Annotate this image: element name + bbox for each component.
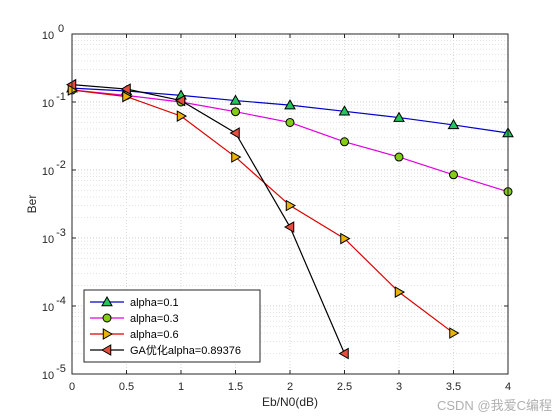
legend-entry: alpha=0.1 bbox=[90, 295, 179, 309]
series-lines bbox=[65, 78, 514, 360]
y-tick-exponent: -4 bbox=[56, 295, 66, 307]
data-point bbox=[340, 137, 349, 147]
data-point bbox=[120, 83, 131, 95]
data-point bbox=[393, 111, 405, 122]
data-point bbox=[338, 347, 349, 360]
data-point bbox=[231, 107, 240, 117]
x-tick-label: 4 bbox=[505, 381, 511, 393]
data-point bbox=[394, 152, 404, 162]
series-3 bbox=[67, 84, 460, 339]
data-point bbox=[338, 105, 351, 116]
data-point bbox=[340, 232, 351, 245]
x-tick-label: 0.5 bbox=[119, 381, 134, 393]
legend-entry: alpha=0.3 bbox=[90, 313, 179, 325]
legend-label: alpha=0.1 bbox=[130, 297, 179, 309]
data-point bbox=[229, 94, 242, 105]
data-point bbox=[100, 344, 112, 356]
data-point bbox=[102, 313, 112, 323]
data-point bbox=[284, 99, 296, 110]
x-tick-label: 2 bbox=[287, 381, 293, 393]
y-tick-label: 10 bbox=[42, 234, 54, 246]
y-tick-label: 10 bbox=[42, 30, 54, 42]
y-tick-exponent: -5 bbox=[56, 363, 66, 375]
x-tick-label: 3.5 bbox=[446, 381, 461, 393]
data-point bbox=[231, 151, 242, 163]
series-line bbox=[71, 89, 454, 334]
data-point bbox=[285, 199, 297, 212]
data-point bbox=[101, 295, 113, 307]
x-tick-label: 0 bbox=[69, 381, 75, 393]
x-tick-label: 3 bbox=[396, 381, 402, 393]
y-tick-label: 10 bbox=[42, 302, 54, 314]
data-point bbox=[176, 110, 188, 122]
legend-entry: GA优化alpha=0.89376 bbox=[90, 343, 241, 357]
y-tick-exponent: -1 bbox=[56, 91, 66, 103]
legend-label: GA优化alpha=0.89376 bbox=[130, 343, 241, 357]
data-point bbox=[449, 327, 460, 339]
x-axis-label: Eb/N0(dB) bbox=[262, 395, 318, 409]
data-point bbox=[285, 117, 295, 127]
series-4 bbox=[65, 78, 349, 360]
x-tick-label: 1.5 bbox=[228, 381, 243, 393]
y-tick-exponent: -3 bbox=[56, 227, 66, 239]
data-point bbox=[65, 78, 77, 91]
data-point bbox=[229, 127, 240, 139]
data-point bbox=[122, 90, 133, 103]
data-point bbox=[449, 170, 458, 180]
data-point bbox=[394, 286, 406, 298]
watermark: CSDN @我爱C编程 bbox=[437, 398, 552, 413]
legend-label: alpha=0.6 bbox=[130, 329, 179, 341]
y-tick-label: 10 bbox=[42, 370, 54, 382]
legend: alpha=0.1 alpha=0.3 alpha=0.6 GA优化alpha=0.8… bbox=[83, 289, 261, 363]
legend-label: alpha=0.3 bbox=[130, 313, 179, 325]
y-tick-label: 10 bbox=[42, 98, 54, 110]
x-tick-label: 2.5 bbox=[337, 381, 352, 393]
data-point bbox=[447, 118, 460, 130]
data-point bbox=[283, 221, 295, 233]
series-line bbox=[71, 84, 346, 354]
y-axis-label: Ber bbox=[25, 195, 39, 214]
x-tick-label: 1 bbox=[178, 381, 184, 393]
y-tick-exponent: -2 bbox=[56, 159, 66, 171]
data-point bbox=[174, 94, 186, 107]
legend-entry: alpha=0.6 bbox=[90, 328, 179, 341]
data-point bbox=[102, 328, 114, 340]
y-tick-exponent: 0 bbox=[58, 23, 64, 35]
y-tick-label: 10 bbox=[42, 166, 54, 178]
